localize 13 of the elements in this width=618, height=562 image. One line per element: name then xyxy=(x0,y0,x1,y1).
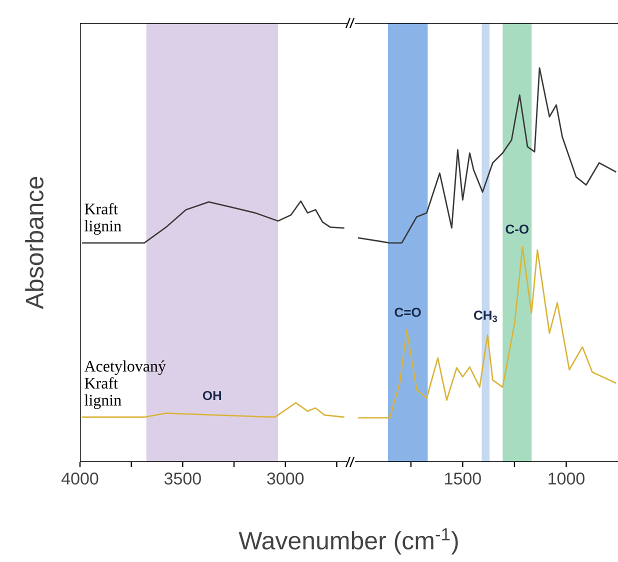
y-axis-title: Absorbance xyxy=(25,176,44,310)
x-tick-label: 3000 xyxy=(267,472,304,485)
band-label: OH xyxy=(202,390,222,400)
x-tick-label: 4000 xyxy=(61,472,98,485)
x-axis-title: Wavenumber (cm$^{-1}$) xyxy=(238,528,458,554)
x-tick-label: 1000 xyxy=(548,472,584,485)
series-label: Acetylovaný Kraft lignin xyxy=(84,360,166,409)
x-tick-label: 1500 xyxy=(445,472,481,485)
band-label: C-O xyxy=(506,224,529,234)
band-label: CH$_{3}$ xyxy=(474,310,498,322)
x-tick-label: 3500 xyxy=(164,472,201,485)
series-label: Kraft lignin xyxy=(84,202,122,235)
band-label: C=O xyxy=(394,308,421,317)
